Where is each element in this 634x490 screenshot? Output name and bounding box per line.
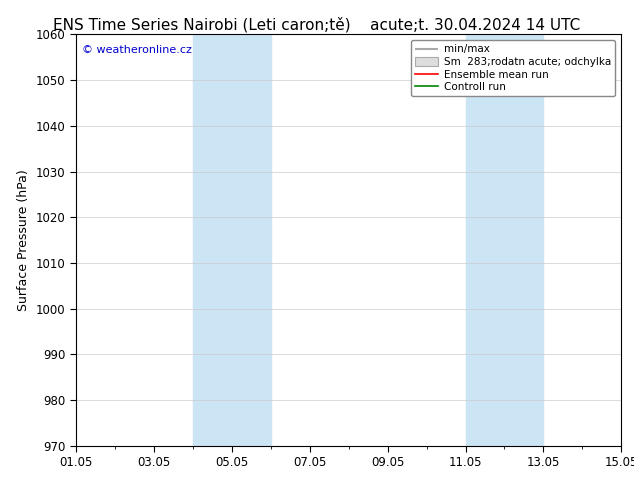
Bar: [465, 34, 543, 446]
Y-axis label: Surface Pressure (hPa): Surface Pressure (hPa): [17, 169, 30, 311]
Text: ENS Time Series Nairobi (Leti caron;tě)    acute;t. 30.04.2024 14 UTC: ENS Time Series Nairobi (Leti caron;tě) …: [53, 17, 581, 33]
Bar: [193, 34, 271, 446]
Text: © weatheronline.cz: © weatheronline.cz: [82, 45, 191, 54]
Legend: min/max, Sm  283;rodatn acute; odchylka, Ensemble mean run, Controll run: min/max, Sm 283;rodatn acute; odchylka, …: [411, 40, 615, 97]
